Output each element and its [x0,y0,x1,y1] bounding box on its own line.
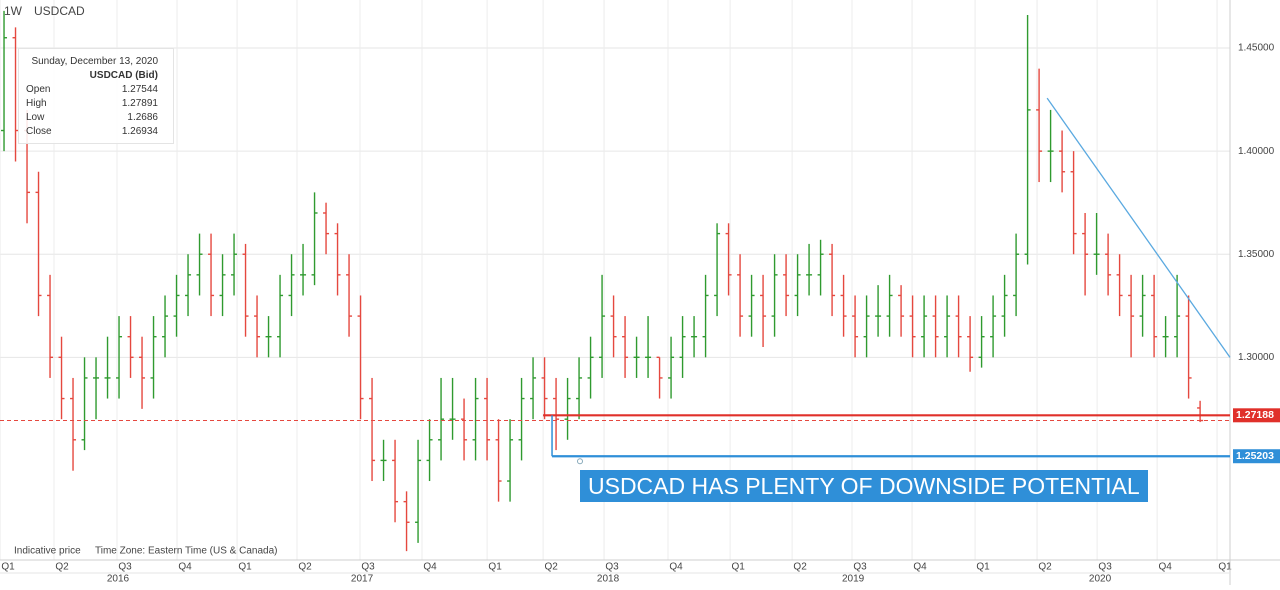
tooltip-date: Sunday, December 13, 2020 [26,54,166,68]
symbol: USDCAD [34,4,85,18]
x-tick-label: Q3 [853,562,867,573]
trendline [1046,97,1231,358]
tooltip-row: Low 1.2686 [26,110,166,124]
date: Sunday, December 13, 2020 [31,55,158,67]
x-tick-label: Q1 [976,562,990,573]
value: 1.26934 [121,125,158,137]
footer-note: Indicative price [14,546,81,557]
title: USDCAD (Bid) [89,69,158,81]
level-label: 1.25203 [1236,450,1274,462]
x-tick-label: Q3 [1098,562,1112,573]
tooltip: Sunday, December 13, 2020 USDCAD (Bid) O… [18,48,174,144]
x-tick-label: Q4 [423,562,437,573]
value: 1.27891 [121,97,158,109]
x-tick-label: Q4 [1158,562,1172,573]
x-tick-label: Q2 [793,562,807,573]
x-tick-label: Q2 [55,562,69,573]
footer-timezone: Time Zone: Eastern Time (US & Canada) [95,546,277,557]
y-tick-label: 1.40000 [1238,146,1275,157]
x-tick-label: Q4 [178,562,192,573]
x-tick-label: Q1 [1218,562,1232,573]
interval: 1W [4,4,23,18]
tooltip-row: Close 1.26934 [26,124,166,138]
year-label: 2020 [1089,574,1112,585]
tooltip-title: USDCAD (Bid) [26,68,166,82]
y-tick-label: 1.45000 [1238,43,1275,54]
x-tick-label: Q3 [605,562,619,573]
label: High [26,97,47,109]
label: Close [26,125,52,137]
tooltip-row: High 1.27891 [26,96,166,110]
level-badge [1233,449,1280,464]
x-tick-label: Q2 [544,562,558,573]
x-tick-label: Q2 [1038,562,1052,573]
anchor-dot [577,458,583,465]
value: 1.27544 [121,83,158,95]
y-tick-label: 1.35000 [1238,249,1275,260]
year-label: 2017 [351,574,374,585]
x-tick-label: Q1 [1,562,15,573]
x-tick-label: Q1 [488,562,502,573]
x-tick-label: Q1 [731,562,745,573]
year-label: 2016 [107,574,130,585]
x-tick-label: Q3 [361,562,375,573]
x-tick-label: Q1 [238,562,252,573]
x-tick-label: Q3 [118,562,132,573]
label: Open [26,83,51,95]
tooltip-row: Open 1.27544 [26,82,166,96]
year-label: 2018 [597,574,620,585]
level-badge [1233,408,1280,423]
x-tick-label: Q2 [298,562,312,573]
x-tick-label: Q4 [669,562,683,573]
level-label: 1.27188 [1236,409,1274,421]
y-tick-label: 1.30000 [1238,352,1275,363]
x-tick-label: Q4 [913,562,927,573]
annotation: USDCAD HAS PLENTY OF DOWNSIDE POTENTIAL [580,470,1148,502]
label: Low [26,111,45,123]
value: 1.2686 [127,111,158,123]
year-label: 2019 [842,574,865,585]
